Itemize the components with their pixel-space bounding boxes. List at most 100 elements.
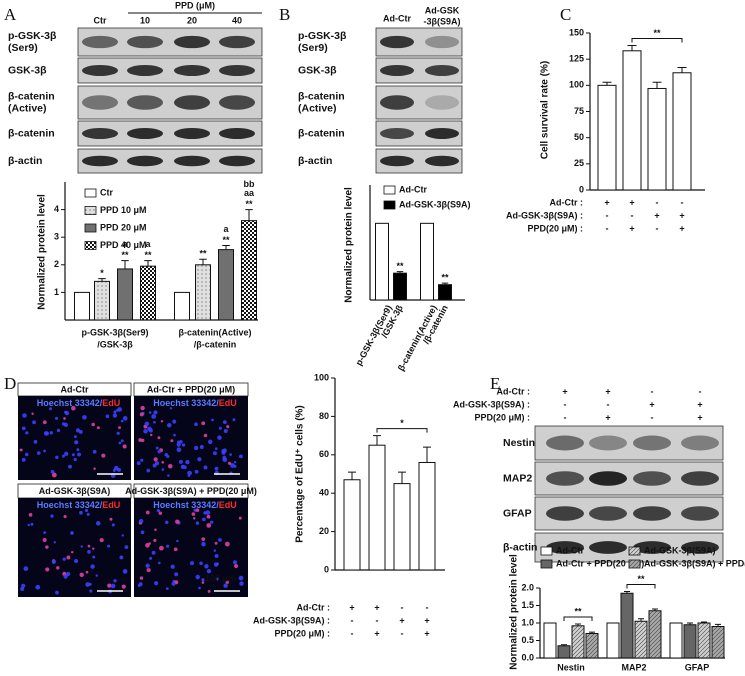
- nucleus: [201, 421, 206, 426]
- y-tick-label: 125: [569, 54, 584, 64]
- condition-sign: +: [697, 399, 702, 409]
- nucleus: [48, 407, 52, 411]
- nucleus: [159, 545, 164, 551]
- nucleus: [62, 557, 66, 561]
- nucleus: [118, 441, 122, 445]
- lane-header: -3β(S9A): [424, 16, 461, 26]
- nucleus: [30, 522, 34, 526]
- nucleus: [195, 574, 200, 580]
- nucleus: [32, 420, 36, 425]
- nucleus: [191, 512, 196, 516]
- nucleus: [173, 547, 178, 552]
- nucleus: [143, 429, 148, 434]
- nucleus: [35, 584, 41, 590]
- nucleus: [112, 469, 116, 472]
- condition-sign: +: [605, 412, 610, 422]
- nucleus: [224, 541, 230, 547]
- nucleus: [189, 561, 195, 566]
- nucleus: [25, 431, 29, 435]
- annotation: **: [199, 249, 207, 259]
- x-tick-label: /β-catenin: [194, 339, 237, 349]
- bar: [218, 249, 234, 321]
- nucleus: [109, 517, 113, 521]
- bar: [375, 222, 389, 301]
- nucleus: [201, 537, 206, 541]
- nucleus: [87, 544, 91, 548]
- blot-band: [127, 65, 163, 76]
- nucleus: [116, 467, 121, 472]
- micrograph: [134, 498, 248, 597]
- condition-label: Ad-Ctr :: [497, 386, 531, 396]
- nucleus: [167, 474, 170, 477]
- condition-sign: -: [631, 210, 634, 220]
- error-bar: [222, 244, 230, 250]
- nucleus: [202, 517, 206, 522]
- nucleus: [176, 442, 181, 447]
- nucleus: [222, 457, 228, 463]
- y-tick-label: 75: [574, 106, 584, 116]
- nucleus: [61, 422, 66, 426]
- nucleus: [153, 420, 156, 424]
- blot-band: [380, 35, 414, 49]
- bar: [697, 622, 711, 659]
- nucleus: [122, 569, 128, 574]
- nucleus: [228, 461, 232, 465]
- nucleus: [174, 572, 179, 577]
- panel-letter: B: [279, 5, 290, 24]
- condition-sign: +: [374, 602, 379, 612]
- error-bar: [624, 591, 630, 594]
- nucleus: [169, 407, 173, 410]
- nucleus: [157, 509, 160, 512]
- nucleus: [167, 463, 173, 469]
- nucleus: [92, 555, 96, 559]
- error-bar: [441, 282, 449, 285]
- nucleus: [153, 410, 158, 415]
- condition-sign: -: [606, 210, 609, 220]
- nucleus: [105, 414, 110, 419]
- legend-label: Ad-GSK-3β(S9A): [644, 545, 716, 555]
- legend-swatch: [383, 200, 396, 210]
- bar: [393, 272, 407, 301]
- y-axis-label: Percentage of EdU⁺ cells (%): [295, 405, 306, 543]
- nucleus: [166, 454, 170, 459]
- error-bar: [638, 618, 644, 622]
- nucleus: [36, 451, 41, 455]
- nucleus: [166, 544, 170, 548]
- nucleus: [91, 422, 95, 427]
- y-tick-label: 100: [314, 372, 329, 382]
- nucleus: [222, 448, 227, 453]
- blot-band: [425, 65, 459, 76]
- nucleus: [217, 435, 222, 440]
- nucleus: [74, 435, 77, 439]
- nucleus: [153, 538, 157, 543]
- blot-band: [82, 95, 118, 110]
- bar: [672, 72, 692, 191]
- significance-bracket: [626, 584, 656, 589]
- nucleus: [90, 564, 95, 569]
- nucleus: [96, 426, 100, 430]
- legend-swatch: [84, 188, 97, 198]
- scale-label: 100 μm: [205, 573, 236, 583]
- condition-sign: -: [651, 386, 654, 396]
- lane-header: 10: [140, 15, 150, 25]
- annotation: **: [245, 199, 253, 209]
- y-axis-label: Normalized protein level: [344, 187, 355, 303]
- nucleus: [175, 519, 180, 524]
- nucleus: [71, 453, 75, 457]
- error-bar: [687, 622, 693, 625]
- nucleus: [203, 433, 208, 438]
- nucleus: [154, 581, 159, 586]
- nucleus: [87, 549, 91, 554]
- condition-sign: +: [374, 628, 379, 638]
- nucleus: [138, 518, 144, 524]
- stain-label: Hoechst 33342/EdU: [153, 398, 237, 408]
- nucleus: [56, 428, 61, 433]
- condition-label: Ad-GSK-3β(S9A) :: [453, 399, 530, 409]
- y-tick-label: 80: [319, 411, 329, 421]
- lane-header: Ad-Ctr: [383, 13, 411, 23]
- legend-label: PPD 10 μM: [100, 205, 147, 215]
- y-axis-label: Cell survival rate (%): [540, 61, 551, 159]
- condition-sign: -: [606, 223, 609, 233]
- nucleus: [110, 583, 116, 589]
- nucleus: [146, 568, 151, 573]
